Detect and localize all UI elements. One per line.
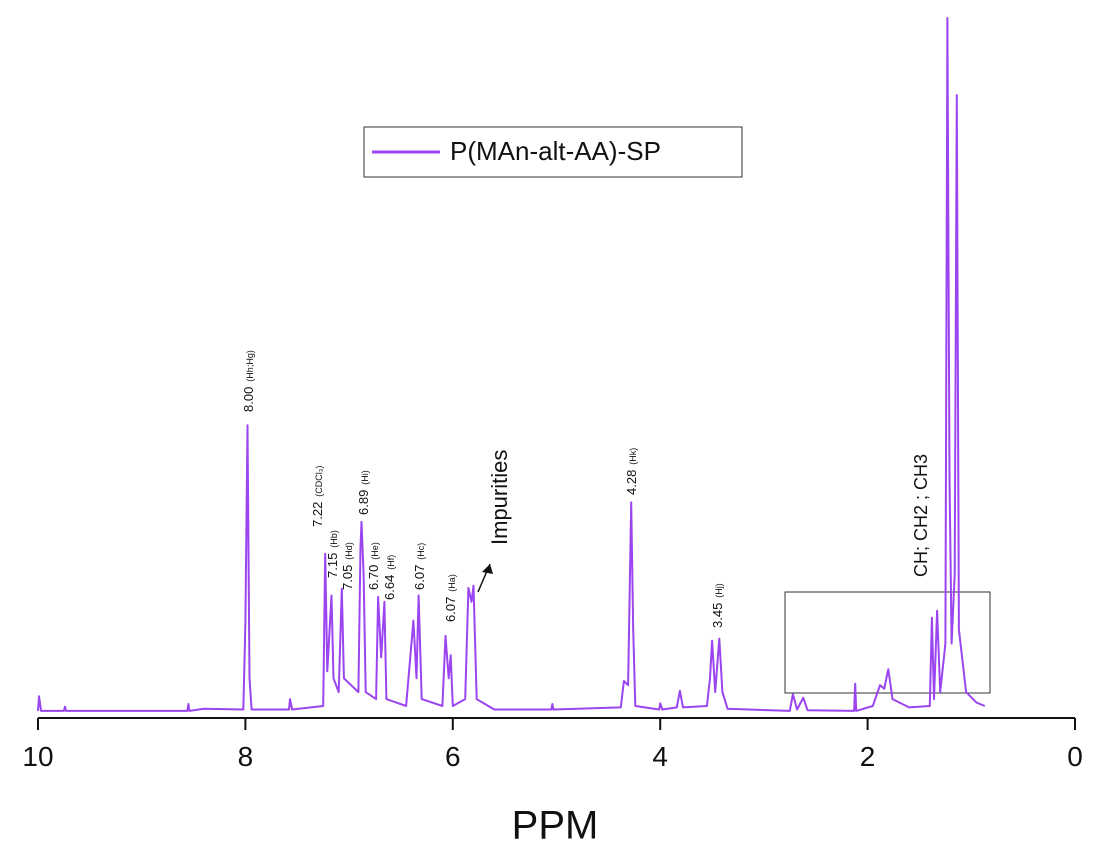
peak-annotation: 6.70 (He) (366, 542, 381, 590)
x-tick-label: 0 (1067, 741, 1083, 772)
legend-label: P(MAn-alt-AA)-SP (450, 136, 661, 166)
legend-box (363, 126, 743, 178)
peak-annotation: 6.07 (Ha) (443, 574, 458, 622)
peak-shift: 3.45 (710, 603, 725, 628)
peak-annotation: 6.64 (Hf) (382, 555, 397, 600)
peak-proton: (Hc) (416, 543, 426, 560)
peak-proton: (Hf) (386, 555, 396, 570)
arrow-head (482, 564, 493, 574)
region-box (784, 591, 991, 694)
peak-shift: 6.70 (366, 565, 381, 590)
x-tick-label: 6 (445, 741, 461, 772)
peak-annotation: 6.89 (Hi) (356, 470, 371, 515)
peak-shift: 4.28 (624, 470, 639, 495)
peak-annotation: 7.15 (Hb) (325, 530, 340, 578)
peak-annotation: 4.28 (Hk) (624, 448, 639, 495)
peak-proton: (Hd) (344, 542, 354, 560)
peak-proton: (Hj) (714, 583, 724, 598)
x-tick-label: 10 (22, 741, 53, 772)
peak-annotation: 3.45 (Hj) (710, 583, 725, 628)
peak-shift: 7.15 (325, 553, 340, 578)
x-tick-label: 2 (860, 741, 876, 772)
peak-proton: (Hh;Hg) (245, 350, 255, 382)
peak-shift: 8.00 (241, 387, 256, 412)
x-tick-label: 8 (238, 741, 254, 772)
peak-proton: (He) (370, 542, 380, 560)
peak-proton: (CDCl₃) (314, 466, 324, 497)
peak-proton: (Hb) (329, 530, 339, 548)
peak-shift: 6.89 (356, 490, 371, 515)
x-tick-label: 4 (652, 741, 668, 772)
x-axis-label: PPM (512, 804, 599, 848)
peak-annotation: 8.00 (Hh;Hg) (241, 350, 256, 412)
peak-proton: (Ha) (447, 574, 457, 592)
peak-annotation: 7.22 (CDCl₃) (310, 466, 325, 527)
peak-shift: 6.64 (382, 575, 397, 600)
peak-shift: 6.07 (412, 565, 427, 590)
spectrum-line (37, 17, 986, 712)
peak-shift: 7.05 (340, 565, 355, 590)
peak-proton: (Hi) (360, 470, 370, 485)
impurities-label: Impurities (487, 450, 512, 545)
peak-annotation: 6.07 (Hc) (412, 543, 427, 590)
region-label: CH; CH2 ; CH3 (911, 454, 931, 577)
peak-proton: (Hk) (628, 448, 638, 465)
peak-shift: 7.22 (310, 502, 325, 527)
peak-annotation: 7.05 (Hd) (340, 542, 355, 590)
peak-shift: 6.07 (443, 597, 458, 622)
